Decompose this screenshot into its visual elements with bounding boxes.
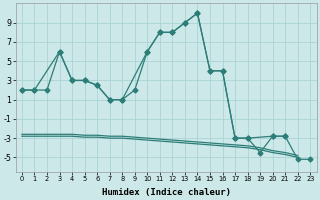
X-axis label: Humidex (Indice chaleur): Humidex (Indice chaleur) bbox=[101, 188, 231, 197]
